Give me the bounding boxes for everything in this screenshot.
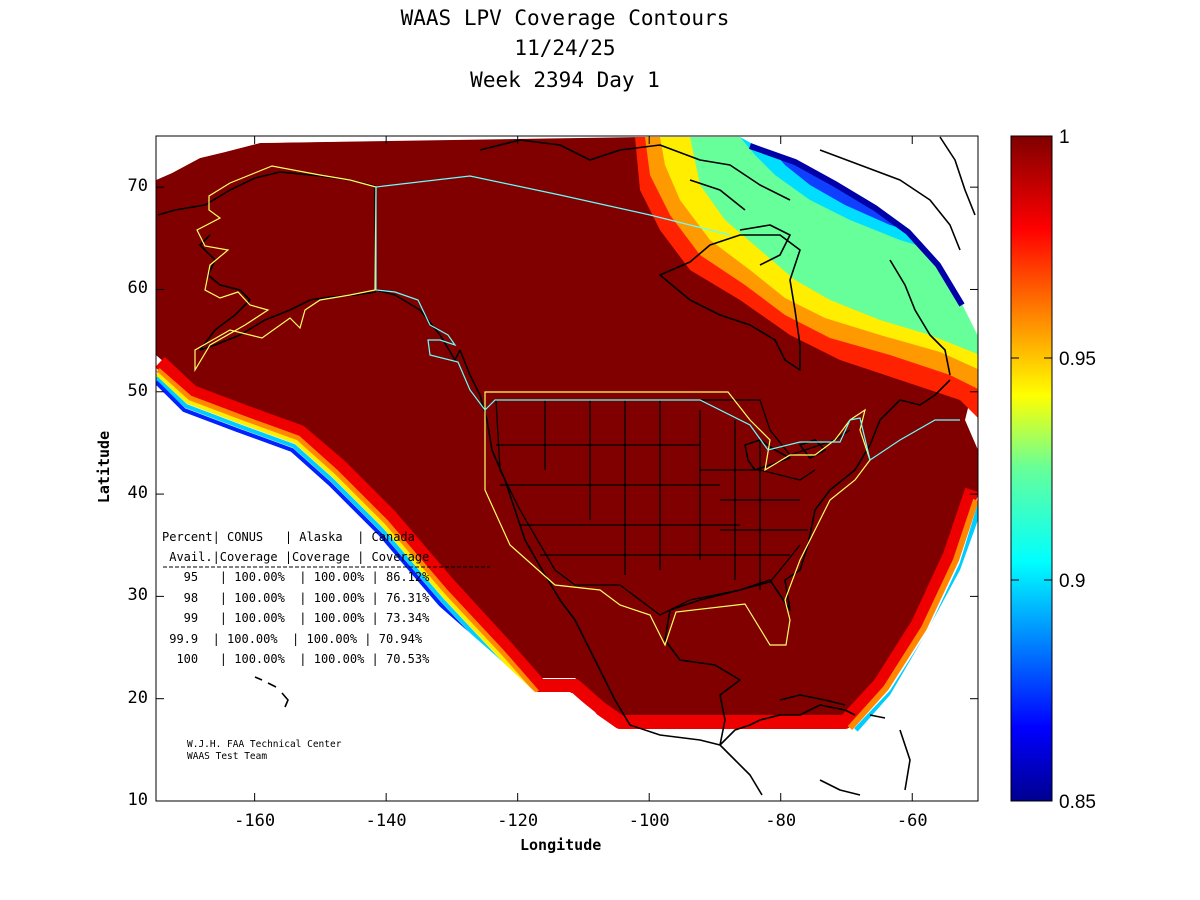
coastline-arctic-islands <box>479 139 961 266</box>
coastline-labrador <box>889 259 951 376</box>
coverage-edge-east-orange <box>847 499 978 731</box>
x-axis-title: Longitude <box>520 836 602 854</box>
chart-title-week: Week 2394 Day 1 <box>470 68 660 92</box>
x-tick-label: -160 <box>234 811 276 831</box>
colorbar-ticks <box>1011 135 1052 802</box>
colorbar <box>1010 135 1053 802</box>
credit-line-1: W.J.H. FAA Technical Center <box>187 739 342 750</box>
y-tick-label: 50 <box>127 380 148 401</box>
y-tick-label: 70 <box>127 176 148 197</box>
coverage-table-row: 98 | 100.00% | 100.00% | 76.31% <box>162 590 430 605</box>
coastline-caribbean <box>779 694 911 791</box>
coverage-table-header-1: Percent| CONUS | Alaska | Canada <box>162 530 415 544</box>
alaska-region-border <box>194 165 377 373</box>
coastline-hawaii <box>254 676 289 708</box>
coverage-edge-orange <box>156 368 539 694</box>
y-tick-label: 20 <box>127 687 148 708</box>
y-tick-label: 10 <box>127 790 148 810</box>
coverage-edge-cyan <box>156 376 535 702</box>
y-tick-label: 40 <box>127 483 148 504</box>
coverage-table-row: 99.9 | 100.00% | 100.00% | 70.94% <box>162 631 423 646</box>
y-tick-label: 30 <box>127 585 148 606</box>
no-coverage-area-nw <box>156 136 640 180</box>
credit-line-2: WAAS Test Team <box>187 751 268 762</box>
no-coverage-area-ne <box>740 137 978 336</box>
coverage-table-row: 99 | 100.00% | 100.00% | 73.34% <box>162 611 430 625</box>
chart-title-date: 11/24/25 <box>514 36 616 60</box>
chart-title-line-1: WAAS LPV Coverage Contours <box>400 6 730 30</box>
coverage-edge-red <box>156 356 978 729</box>
x-tick-label: -80 <box>765 811 797 831</box>
colorbar-label-max: 1 <box>1059 127 1070 148</box>
coverage-table-header-2: Avail.|Coverage |Coverage | Coverage <box>162 550 430 564</box>
coastline-hudson-bay <box>659 234 801 371</box>
y-axis-title: Latitude <box>95 430 114 504</box>
x-tick-label: -140 <box>365 811 407 831</box>
region-borders <box>194 165 960 647</box>
plot-frame <box>155 135 979 802</box>
x-tick-label: -60 <box>896 811 928 831</box>
x-tick-label: -100 <box>628 811 670 831</box>
coverage-edge-yellow <box>156 372 537 698</box>
coastline-central-america <box>719 744 861 796</box>
coverage-table-row: 95 | 100.00% | 100.00% | 86.12% <box>162 570 430 584</box>
x-tick-label: -120 <box>497 811 539 831</box>
canada-region-border <box>375 175 960 461</box>
colorbar-label-min: 0.85 <box>1059 792 1096 813</box>
coastline-greenland <box>939 136 976 216</box>
axis-ticks <box>156 136 978 802</box>
conus-region-border <box>484 391 871 647</box>
colorbar-label-090: 0.9 <box>1059 571 1086 592</box>
coverage-field <box>156 136 978 801</box>
colorbar-label-095: 0.95 <box>1059 349 1096 370</box>
coverage-band-ne-edge <box>748 143 965 307</box>
coastline-gulf <box>664 379 951 746</box>
coastline-pacific <box>459 349 721 746</box>
no-coverage-area-south <box>156 395 978 801</box>
coverage-table-row: 100 | 100.00% | 100.00% | 70.53% <box>162 652 430 666</box>
y-tick-label: 60 <box>127 278 148 299</box>
